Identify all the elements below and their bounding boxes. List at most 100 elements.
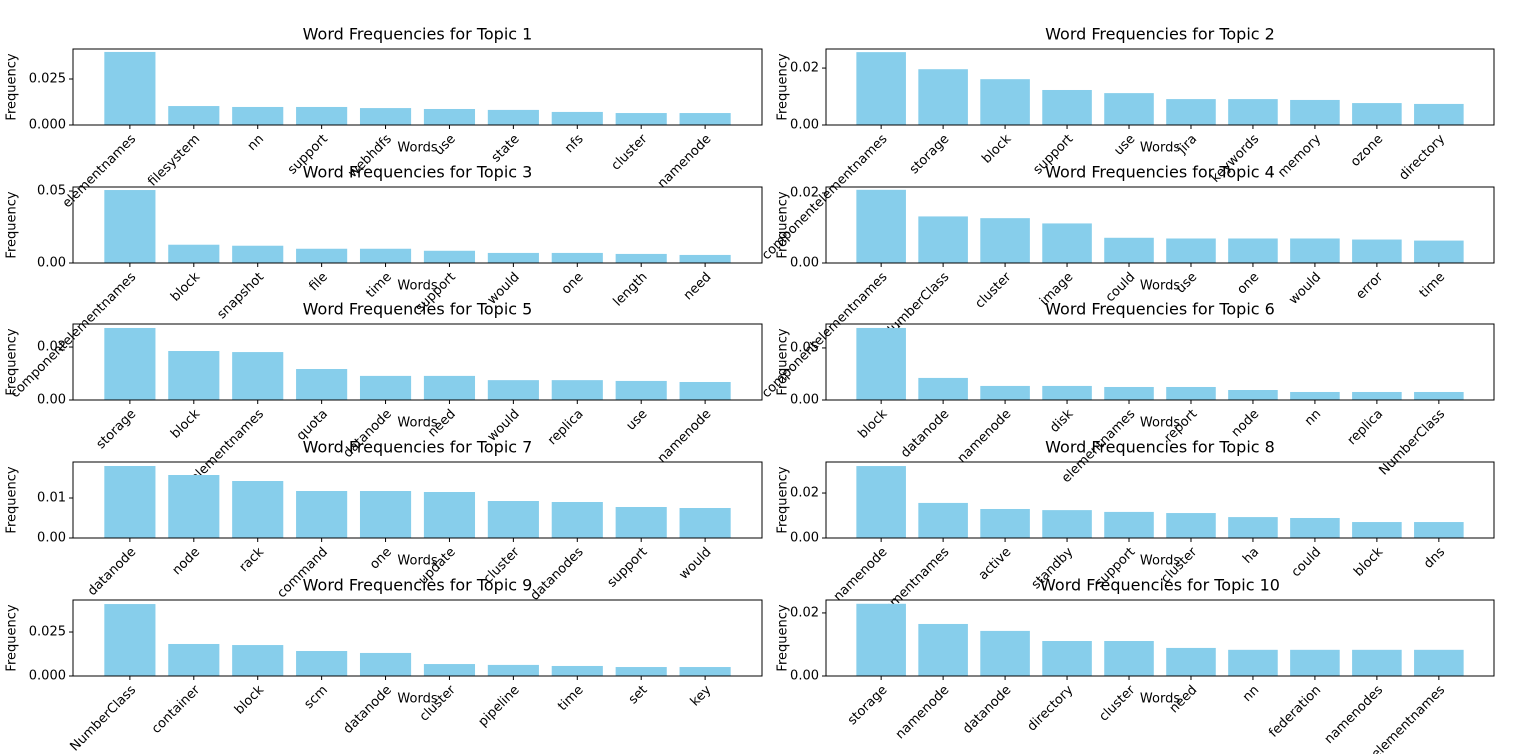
bar xyxy=(615,113,667,125)
x-tick-label: replica xyxy=(545,407,586,448)
x-tick-label: disk xyxy=(1047,406,1076,435)
bar xyxy=(856,52,906,125)
bar xyxy=(232,106,284,125)
bar xyxy=(487,501,539,538)
x-tick-label: cluster xyxy=(1096,682,1138,724)
x-tick-label: block xyxy=(1351,544,1386,579)
x-tick-label: could xyxy=(1289,545,1325,581)
y-tick-label: 0.02 xyxy=(790,61,819,76)
x-tick-label: cluster xyxy=(609,131,651,173)
x-axis-label: Words xyxy=(397,554,437,569)
x-axis-label: Words xyxy=(1140,279,1180,294)
x-tick-label: storage xyxy=(907,132,953,178)
bar xyxy=(168,643,220,676)
bar xyxy=(856,603,906,676)
x-tick-label: rack xyxy=(237,544,268,575)
x-tick-label: block xyxy=(168,406,203,441)
x-tick-label: replica xyxy=(1345,407,1386,448)
x-tick-label: file xyxy=(306,270,331,295)
bar xyxy=(487,664,539,676)
chart-title: Word Frequencies for Topic 3 xyxy=(303,163,533,182)
x-tick-label: length xyxy=(611,270,651,310)
x-tick-label: node xyxy=(1229,407,1263,441)
bar xyxy=(104,327,156,400)
bar xyxy=(104,466,156,538)
bar xyxy=(980,508,1030,538)
x-tick-label: cluster xyxy=(973,269,1015,311)
bar xyxy=(615,667,667,676)
bar xyxy=(1104,237,1154,263)
bar xyxy=(615,380,667,400)
bar xyxy=(1228,390,1278,400)
chart-title: Word Frequencies for Topic 6 xyxy=(1045,300,1275,319)
x-axis-label: Words xyxy=(397,279,437,294)
bar xyxy=(232,245,284,263)
y-tick-label: 0.00 xyxy=(790,256,819,271)
x-tick-label: ozone xyxy=(1348,132,1386,170)
x-tick-label: namenode xyxy=(955,407,1015,467)
bar xyxy=(551,665,603,676)
bar xyxy=(918,377,968,400)
x-tick-label: set xyxy=(626,683,651,708)
x-tick-label: active xyxy=(976,545,1015,584)
bar xyxy=(918,623,968,676)
bar xyxy=(168,475,220,538)
y-axis-label: Frequency xyxy=(5,604,20,671)
bar xyxy=(1290,517,1340,538)
x-tick-label: memory xyxy=(1275,131,1324,180)
x-tick-label: error xyxy=(1353,269,1386,302)
bar xyxy=(1166,238,1216,263)
x-axis-label: Words xyxy=(1140,416,1180,431)
bar xyxy=(1104,640,1154,676)
bar xyxy=(487,252,539,263)
x-tick-label: namenode xyxy=(831,545,891,605)
bar xyxy=(856,189,906,263)
bar xyxy=(551,502,603,538)
bar xyxy=(615,253,667,263)
bar xyxy=(1104,511,1154,538)
chart-title: Word Frequencies for Topic 1 xyxy=(303,25,533,44)
y-tick-label: 0.02 xyxy=(790,185,819,200)
axes-frame xyxy=(825,461,1495,539)
x-tick-label: state xyxy=(489,132,523,166)
y-tick-label: 0.05 xyxy=(790,340,819,355)
chart-title: Word Frequencies for Topic 10 xyxy=(1040,576,1280,595)
x-tick-label: one xyxy=(367,545,395,573)
x-tick-label: would xyxy=(1286,270,1324,308)
axes-frame xyxy=(72,48,763,126)
bar xyxy=(359,491,412,538)
x-tick-label: directory xyxy=(1396,131,1448,183)
bar xyxy=(296,491,348,538)
x-tick-label: scm xyxy=(302,683,331,712)
y-tick-label: 0.025 xyxy=(29,71,66,86)
bar xyxy=(1228,99,1278,125)
x-tick-label: storage xyxy=(845,683,891,729)
bar xyxy=(487,109,539,125)
x-tick-label: namenodes xyxy=(1322,683,1387,748)
bar xyxy=(296,651,348,676)
y-tick-label: 0.00 xyxy=(790,393,819,408)
bar xyxy=(615,507,667,538)
bar xyxy=(918,69,968,125)
y-tick-label: 0.05 xyxy=(37,184,66,199)
y-axis-label: Frequency xyxy=(5,466,20,533)
bar xyxy=(679,254,731,263)
axes-frame xyxy=(825,323,1495,401)
bar xyxy=(1042,223,1092,263)
y-axis-label: Frequency xyxy=(776,191,791,258)
bar xyxy=(1352,522,1402,538)
y-tick-label: 0.000 xyxy=(29,118,66,133)
x-tick-label: key xyxy=(688,682,715,709)
x-tick-label: filesystem xyxy=(145,132,203,190)
x-tick-label: dns xyxy=(1421,545,1448,572)
bar xyxy=(1042,89,1092,125)
x-tick-label: namenode xyxy=(893,683,953,743)
axes-frame xyxy=(825,48,1495,126)
bar xyxy=(232,481,284,538)
bar xyxy=(104,190,156,263)
x-tick-label: snapshot xyxy=(214,270,267,323)
x-tick-label: block xyxy=(979,131,1014,166)
bar xyxy=(679,667,731,676)
bar xyxy=(1352,649,1402,676)
